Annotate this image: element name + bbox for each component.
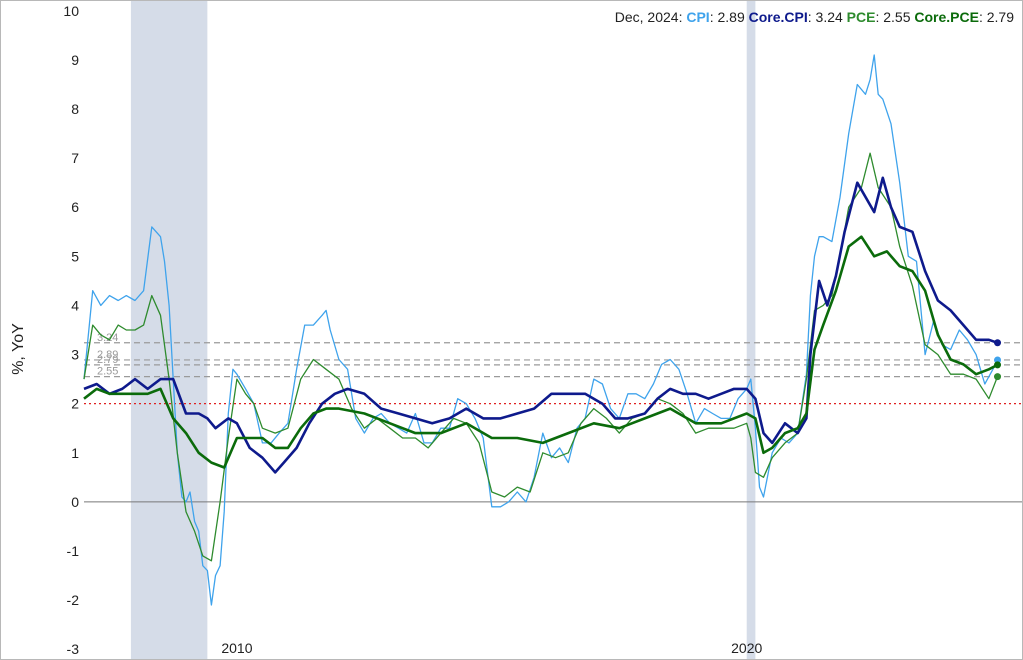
- y-tick-label: 4: [71, 297, 79, 313]
- y-tick-label: 10: [63, 3, 79, 19]
- series-line-core-cpi: [83, 176, 998, 474]
- legend-series-value: 2.79: [987, 9, 1014, 25]
- legend: Dec, 2024: CPI: 2.89 Core.CPI: 3.24 PCE:…: [615, 9, 1014, 25]
- legend-colon: :: [679, 9, 687, 25]
- y-tick-label: 5: [71, 248, 79, 264]
- reference-line-label: 2.79: [97, 354, 118, 366]
- recession-bands: [130, 1, 756, 659]
- legend-series-value: 2.89: [717, 9, 744, 25]
- x-tick-label: 2010: [221, 640, 252, 656]
- end-markers: [994, 339, 1002, 381]
- legend-series-name: CPI: [686, 9, 709, 25]
- series-line-pce: [83, 152, 999, 562]
- reference-line-label: 2.55: [97, 366, 118, 378]
- reference-lines: 3.242.892.792.55: [84, 332, 1022, 503]
- y-tick-label: 3: [71, 347, 79, 363]
- legend-colon: :: [979, 9, 987, 25]
- end-marker-pce: [994, 373, 1002, 381]
- y-tick-label: 9: [71, 52, 79, 68]
- y-tick-label: 2: [71, 396, 79, 412]
- series-line-cpi: [83, 54, 999, 606]
- x-tick-label: 2020: [731, 640, 762, 656]
- y-tick-label: -2: [67, 592, 80, 608]
- x-axis-ticks: 2010 2020: [221, 640, 762, 656]
- y-tick-label: 7: [71, 150, 79, 166]
- recession-band: [746, 1, 756, 659]
- legend-series-name: Core.PCE: [914, 9, 979, 25]
- y-tick-label: -3: [67, 641, 80, 657]
- legend-colon: :: [710, 9, 718, 25]
- end-marker-core-cpi: [994, 339, 1002, 347]
- recession-band: [130, 1, 208, 659]
- end-marker-cpi: [994, 356, 1002, 364]
- legend-colon: :: [875, 9, 883, 25]
- end-marker-core-pce: [994, 361, 1002, 369]
- series-lines: [83, 54, 999, 606]
- reference-line-label: 2.89: [97, 349, 118, 361]
- y-tick-label: 6: [71, 199, 79, 215]
- legend-series-value: 2.55: [883, 9, 910, 25]
- series-line-core-pce: [83, 235, 999, 469]
- y-tick-label: 8: [71, 101, 79, 117]
- y-tick-label: 1: [71, 445, 79, 461]
- legend-series-name: PCE: [847, 9, 876, 25]
- legend-series-value: 3.24: [816, 9, 843, 25]
- y-tick-label: -1: [67, 543, 80, 559]
- y-axis-label: %, YoY: [10, 323, 27, 375]
- legend-date: Dec, 2024: [615, 9, 679, 25]
- y-tick-label: 0: [71, 494, 79, 510]
- legend-series-name: Core.CPI: [749, 9, 808, 25]
- legend-colon: :: [808, 9, 816, 25]
